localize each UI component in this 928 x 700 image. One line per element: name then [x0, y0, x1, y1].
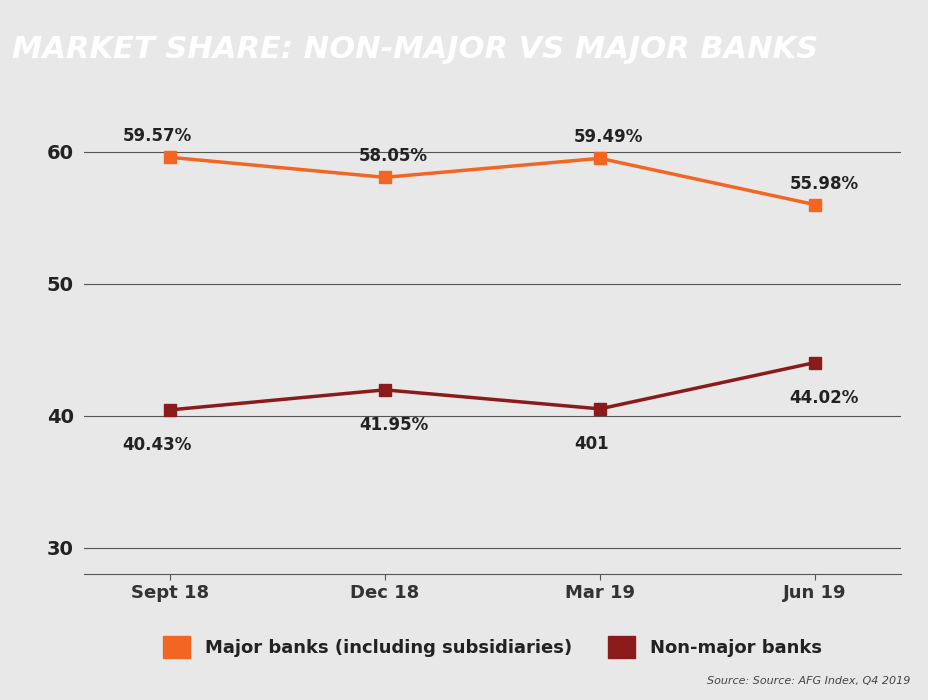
Legend: Major banks (including subsidiaries), Non-major banks: Major banks (including subsidiaries), No…	[154, 626, 830, 666]
Text: 44.02%: 44.02%	[789, 389, 857, 407]
Text: 58.05%: 58.05%	[358, 148, 428, 165]
Text: Source: Source: AFG Index, Q4 2019: Source: Source: AFG Index, Q4 2019	[706, 676, 909, 686]
Text: 40.43%: 40.43%	[122, 436, 191, 454]
Text: 55.98%: 55.98%	[789, 175, 857, 192]
Text: MARKET SHARE: NON-MAJOR VS MAJOR BANKS: MARKET SHARE: NON-MAJOR VS MAJOR BANKS	[12, 34, 818, 64]
Text: 401: 401	[574, 435, 608, 454]
Text: 41.95%: 41.95%	[358, 416, 428, 434]
Text: 59.49%: 59.49%	[574, 129, 643, 146]
Text: 59.57%: 59.57%	[122, 127, 191, 146]
